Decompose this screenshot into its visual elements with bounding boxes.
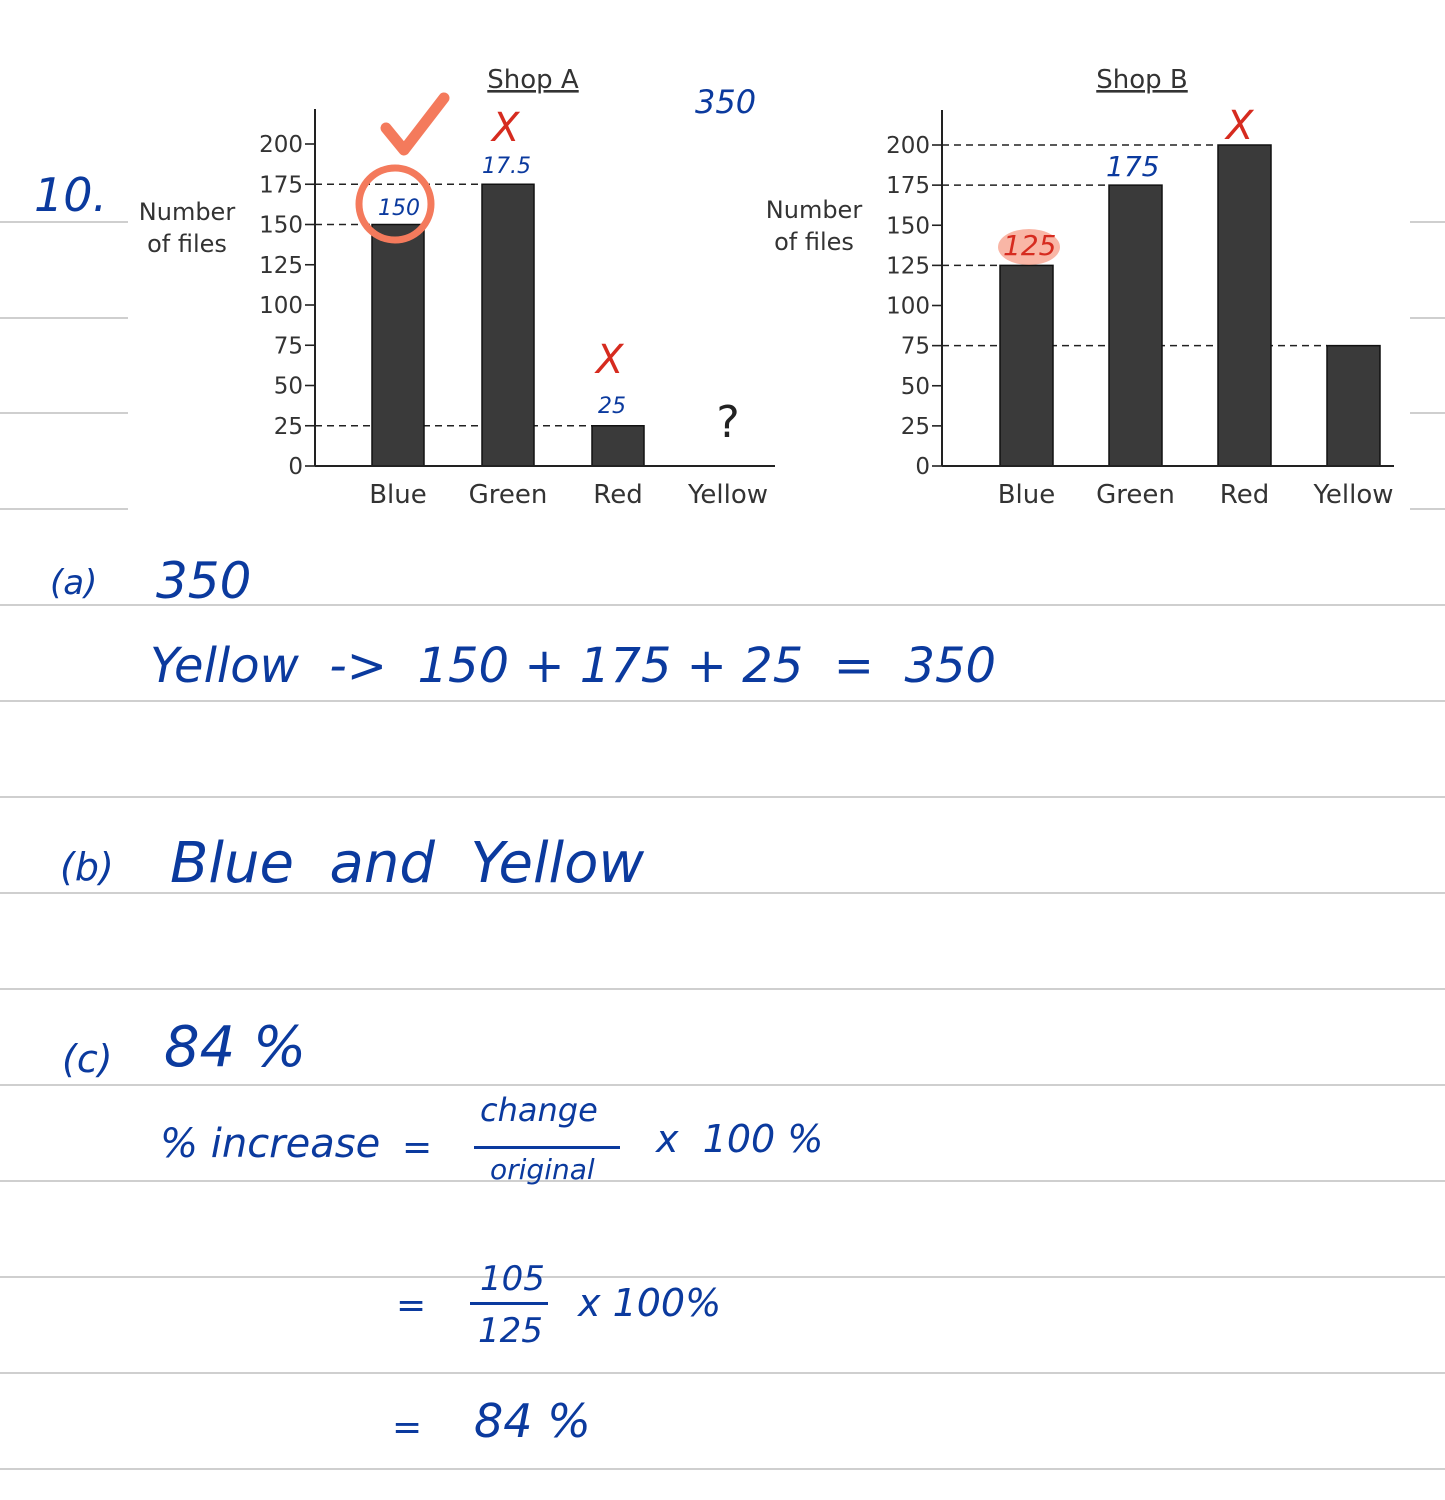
shop-a-green-value: 17.5 [482,154,531,179]
shop-b-y-tick-label: 50 [901,374,930,400]
equals-sign: = [396,1285,427,1326]
shop-b-y-tick-label: 200 [886,133,930,159]
ruled-line [0,221,128,223]
shop-b-y-tick-label: 0 [915,454,930,480]
ruled-line [0,1468,1445,1470]
shop-b-bar-blue [999,264,1054,467]
shop-a-y-tick-label: 25 [274,414,303,440]
shop-a-y-tick-label: 0 [288,454,303,480]
fraction-denominator: original [490,1153,595,1186]
shop-b-ylabel: of files [774,228,854,256]
part-a-label: (a) [50,563,98,603]
shop-a-x-tick-label: Red [593,480,642,510]
fraction-bar [474,1146,620,1149]
shop-a-y-tick-label: 200 [259,132,303,158]
shop-b-bar-red [1217,144,1272,467]
ruled-line [0,604,1445,606]
part-c-label: (c) [62,1037,113,1081]
shop-a-y-tick-label: 125 [259,253,303,279]
shop-a-ylabel: of files [147,230,227,258]
shop-a-y-tick-label: 175 [259,172,303,198]
ruled-line [0,988,1445,990]
part-b-label: (b) [60,845,114,889]
part-c-answer: 84 % [164,1015,307,1080]
shop-b-chart: Shop B Number of files Blue Green Red Yellow 0 2… [766,65,1394,510]
shop-b-bar-green [1108,184,1163,467]
shop-a-x-tick-label: Green [469,480,548,510]
question-number: 10. [34,168,108,222]
part-a-working: Yellow -> 150 + 175 + 25 = 350 [150,638,997,694]
shop-b-y-tick-label: 75 [901,334,930,360]
ruled-line [0,317,128,319]
ruled-line [0,700,1445,702]
ruled-line [1410,508,1445,510]
shop-b-y-tick-label: 175 [886,173,930,199]
shop-b-x-tick-label: Green [1096,480,1175,510]
shop-b-x-tick-label: Yellow [1312,480,1393,510]
ruled-line [1410,221,1445,223]
multiply-hundred: x 100 % [656,1117,824,1161]
shop-b-blue-value: 125 [1003,229,1057,262]
ruled-line [1410,317,1445,319]
part-b-answer: Blue and Yellow [170,831,645,896]
shop-a-bar-red [591,425,645,467]
shop-b-title: Shop B [1096,65,1188,95]
shop-a-y-tick-label: 75 [274,333,303,359]
shop-a-x-tick-label: Blue [369,480,427,510]
ruled-line [0,508,128,510]
fraction-numerator: 105 [480,1259,545,1299]
highlight-circle [355,164,435,244]
shop-a-chart: Shop A Number of files Blue Green Red? Yellow 0… [139,65,775,510]
shop-a-y-tick-label: 50 [274,374,303,400]
multiply-hundred: x 100% [578,1281,722,1325]
shop-a-missing-marker: ? [716,397,739,448]
ruled-line [0,796,1445,798]
shop-b-ylabel: Number [766,196,863,224]
cross-mark-icon: X [1226,103,1254,149]
shop-a-bar-blue [371,223,425,467]
shop-b-y-tick-label: 100 [886,294,930,320]
fraction-bar [470,1302,548,1305]
shop-a-x-tick-label: Yellow [687,480,768,510]
shop-b-y-tick-label: 150 [886,213,930,239]
equals-sign: = [402,1127,433,1168]
ruled-line [0,1180,1445,1182]
shop-a-ylabel: Number [139,198,236,226]
shop-b-bar-yellow [1326,344,1381,467]
shop-b-x-tick-label: Blue [998,480,1056,510]
ruled-line [0,1276,1445,1278]
shop-a-bar-green [481,183,535,467]
shop-b-green-value: 175 [1106,150,1160,183]
equals-sign: = [392,1407,423,1448]
shop-a-title: Shop A [487,65,579,95]
shop-a-y-tick-label: 150 [259,213,303,239]
shop-b-x-tick-label: Red [1220,480,1269,510]
shop-b-y-tick-label: 25 [901,414,930,440]
shop-b-y-tick-label: 125 [886,253,930,279]
final-result: 84 % [474,1394,591,1448]
ruled-line [0,412,128,414]
ruled-line [0,892,1445,894]
ruled-line [0,1084,1445,1086]
highlight-blob [998,229,1060,265]
shop-a-blue-value: 150 [378,196,420,221]
cross-mark-icon: X [492,105,520,151]
cross-mark-icon: X [596,337,624,383]
shop-a-y-tick-label: 100 [259,293,303,319]
ruled-line [1410,412,1445,414]
fraction-denominator: 125 [478,1311,543,1351]
top-total-annotation: 350 [695,83,757,121]
ruled-line [0,1372,1445,1374]
percent-increase-label: % increase [160,1121,381,1167]
fraction-numerator: change [480,1091,598,1129]
part-a-answer: 350 [156,552,252,610]
check-mark-icon [380,92,450,156]
shop-a-red-value: 25 [598,394,626,419]
